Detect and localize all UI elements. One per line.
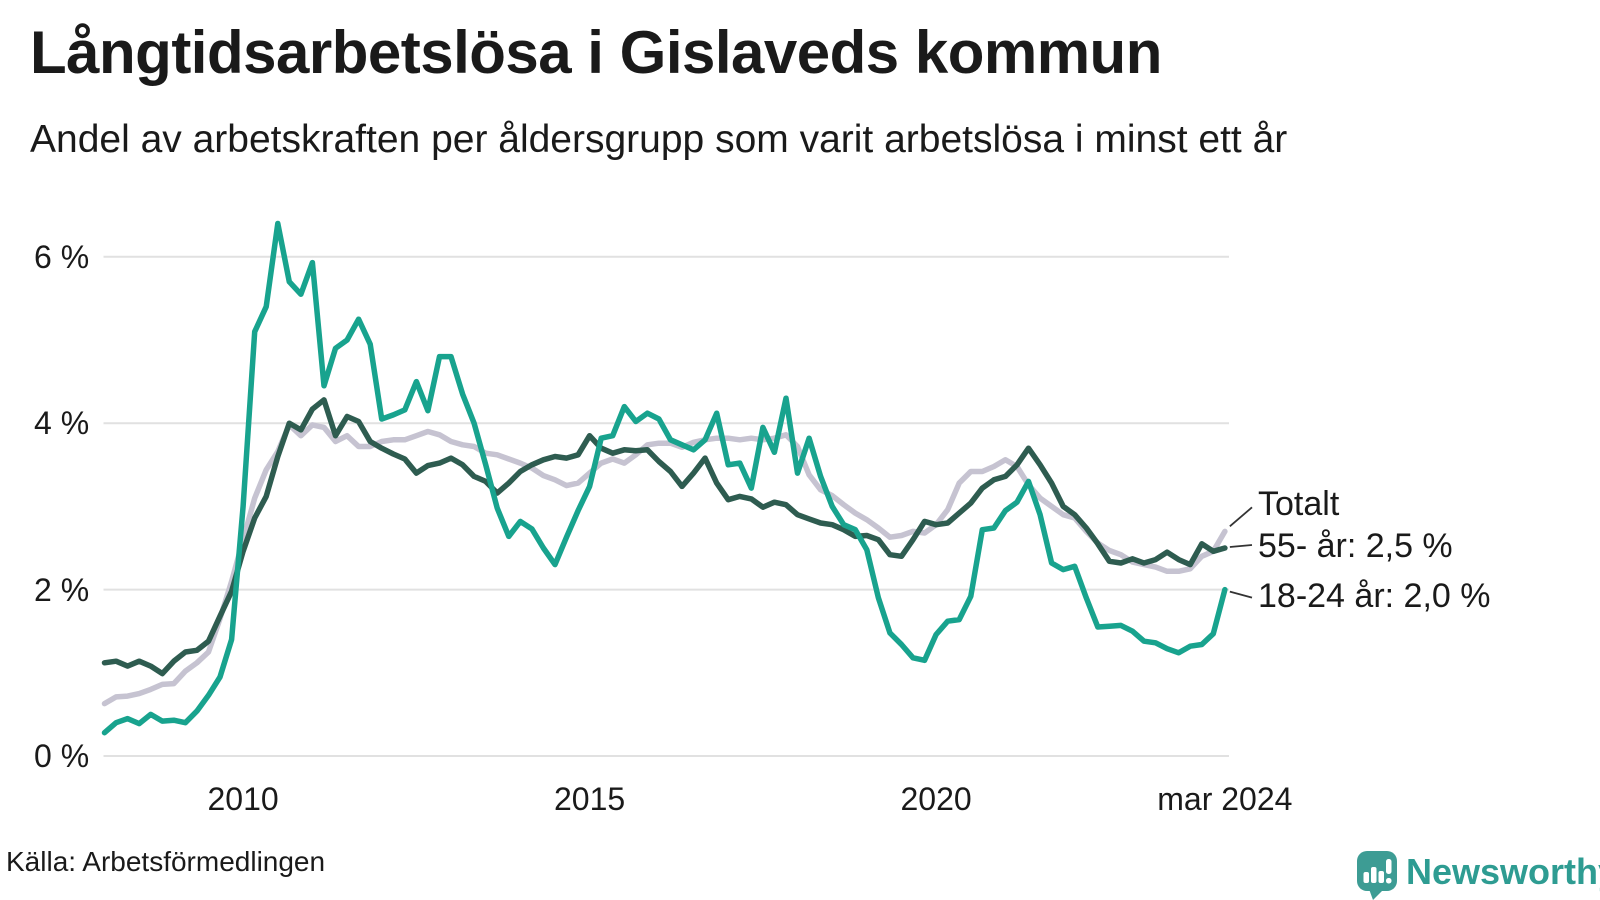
x-tick-2015: 2015 <box>554 781 626 817</box>
x-tick-mar-2024: mar 2024 <box>1157 781 1293 817</box>
newsworthy-logo: Newsworthy <box>1356 850 1600 900</box>
page-title: Långtidsarbetslösa i Gislaveds kommun <box>30 19 1162 86</box>
end-label-connector-1 <box>1229 506 1253 528</box>
end-label-connector-2 <box>1229 544 1253 548</box>
y-tick-0pct: 0 % <box>34 738 90 774</box>
series-line-18-24-r <box>101 220 1228 736</box>
y-tick-2pct: 2 % <box>34 571 90 608</box>
y-tick-4pct: 4 % <box>34 405 90 442</box>
end-label-totalt: Totalt <box>1258 485 1340 524</box>
source-note: Källa: Arbetsförmedlingen <box>6 846 326 877</box>
series-line-55-r <box>101 397 1228 677</box>
x-tick-2020: 2020 <box>900 781 972 817</box>
newsworthy-wordmark: Newsworthy <box>1406 851 1600 892</box>
y-tick-6pct: 6 % <box>34 238 90 275</box>
newsworthy-speech-bubble-icon <box>1357 851 1397 900</box>
end-label-18-24-r: 18-24 år: 2,0 % <box>1258 576 1491 615</box>
x-tick-2010: 2010 <box>207 781 279 817</box>
page-subtitle: Andel av arbetskraften per åldersgrupp s… <box>30 118 1288 161</box>
end-label-55-r: 55- år: 2,5 % <box>1258 527 1453 565</box>
end-label-connector-3 <box>1229 590 1253 599</box>
